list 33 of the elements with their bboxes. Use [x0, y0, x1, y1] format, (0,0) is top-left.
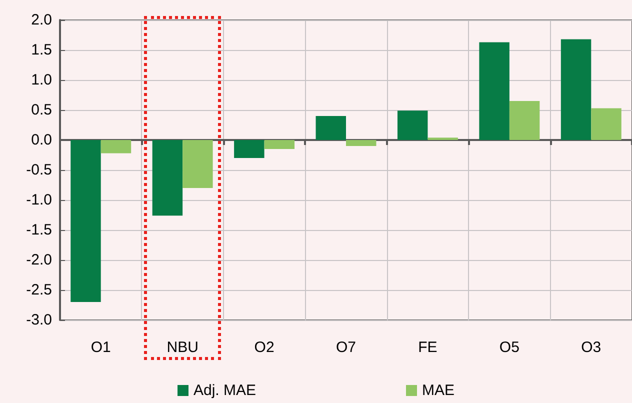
y-tick-label: -1.5 [26, 222, 52, 238]
y-tick-label: -3.0 [26, 312, 52, 328]
bar [316, 116, 346, 140]
x-tick-label: O3 [581, 339, 602, 356]
y-tick-label: 0.0 [31, 132, 52, 148]
bar [234, 140, 264, 158]
y-tick-label: 1.0 [31, 72, 52, 88]
bar [509, 101, 540, 140]
bar [346, 140, 376, 146]
bar [182, 140, 213, 188]
y-tick-label: 1.5 [31, 42, 52, 58]
bar [100, 140, 132, 154]
y-tick-label: -2.5 [26, 282, 52, 298]
bar [479, 42, 510, 140]
bar [591, 108, 622, 140]
x-tick-label: O5 [499, 339, 520, 356]
x-tick-label: O2 [254, 339, 274, 356]
y-tick-label: 2.0 [31, 12, 52, 28]
y-tick-label: -0.5 [26, 162, 52, 178]
legend-label: MAE [422, 382, 455, 399]
y-tick-label: -2.0 [26, 252, 52, 268]
bar [264, 140, 295, 149]
y-tick-label: -1.0 [26, 192, 52, 208]
x-tick-label: NBU [166, 339, 198, 356]
y-tick-label: 0.5 [31, 102, 52, 118]
x-tick-label: O7 [336, 339, 356, 356]
bar [560, 39, 592, 140]
bar [397, 110, 428, 140]
x-tick-label: O1 [90, 339, 111, 356]
bar [152, 140, 183, 216]
legend-label: Adj. MAE [193, 382, 256, 399]
x-tick-label: FE [418, 339, 438, 356]
bar [70, 140, 101, 302]
